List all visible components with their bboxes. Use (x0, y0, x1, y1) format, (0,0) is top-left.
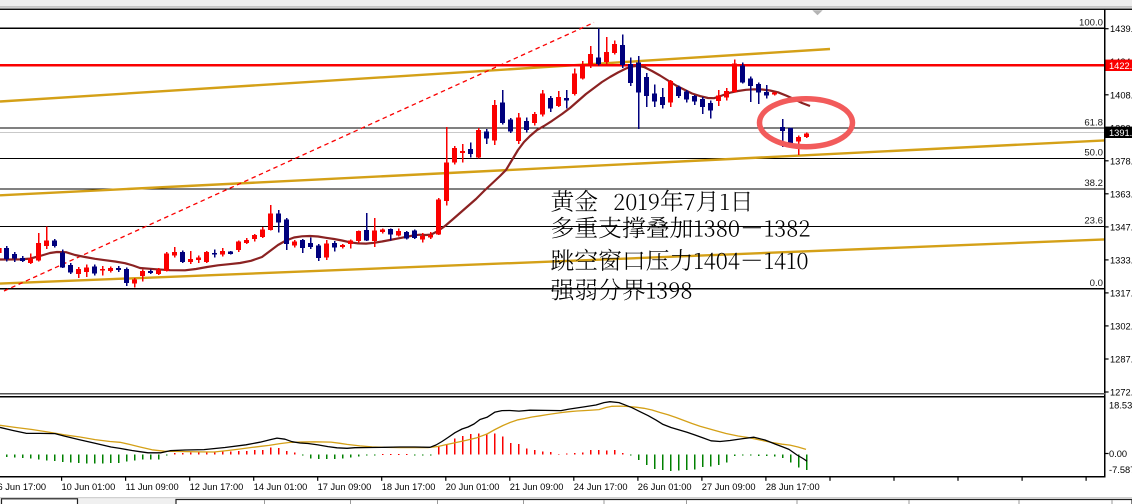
svg-text:1363.: 1363. (1110, 189, 1132, 199)
svg-text:10 Jun 01:00: 10 Jun 01:00 (62, 482, 116, 492)
svg-text:50.0: 50.0 (1084, 148, 1103, 159)
svg-text:20 Jun 01:00: 20 Jun 01:00 (446, 482, 500, 492)
svg-text:38.2: 38.2 (1084, 178, 1103, 189)
svg-text:1408.: 1408. (1110, 90, 1132, 100)
svg-text:1422.: 1422. (1109, 61, 1132, 71)
svg-text:0.00: 0.00 (1109, 449, 1127, 459)
svg-text:26 Jun 01:00: 26 Jun 01:00 (638, 482, 692, 492)
svg-text:21 Jun 09:00: 21 Jun 09:00 (510, 482, 564, 492)
svg-text:12 Jun 17:00: 12 Jun 17:00 (190, 482, 244, 492)
svg-text:18.53: 18.53 (1109, 401, 1132, 411)
svg-text:1378.: 1378. (1110, 156, 1132, 166)
svg-text:1333.: 1333. (1110, 255, 1132, 265)
svg-text:18 Jun 17:00: 18 Jun 17:00 (382, 482, 436, 492)
svg-text:24 Jun 17:00: 24 Jun 17:00 (574, 482, 628, 492)
svg-text:27 Jun 09:00: 27 Jun 09:00 (702, 482, 756, 492)
svg-text:1272.: 1272. (1110, 388, 1132, 398)
svg-text:17 Jun 09:00: 17 Jun 09:00 (318, 482, 372, 492)
svg-text:100.0: 100.0 (1079, 18, 1103, 29)
svg-text:11 Jun 09:00: 11 Jun 09:00 (126, 482, 179, 492)
svg-text:1302.: 1302. (1110, 321, 1132, 331)
svg-text:61.8: 61.8 (1084, 117, 1103, 128)
svg-text:23.6: 23.6 (1084, 216, 1103, 227)
svg-text:28 Jun 17:00: 28 Jun 17:00 (766, 482, 820, 492)
svg-text:1287.: 1287. (1110, 355, 1132, 365)
svg-text:1391.: 1391. (1109, 128, 1132, 138)
svg-text:1439.: 1439. (1110, 24, 1132, 34)
svg-text:0.0: 0.0 (1090, 278, 1103, 289)
svg-text:14 Jun 01:00: 14 Jun 01:00 (254, 482, 308, 492)
svg-text:1347.: 1347. (1110, 222, 1132, 232)
svg-text:1317.: 1317. (1110, 288, 1132, 298)
svg-text:-7.587: -7.587 (1109, 465, 1132, 475)
svg-text:6 Jun 17:00: 6 Jun 17:00 (0, 482, 46, 492)
